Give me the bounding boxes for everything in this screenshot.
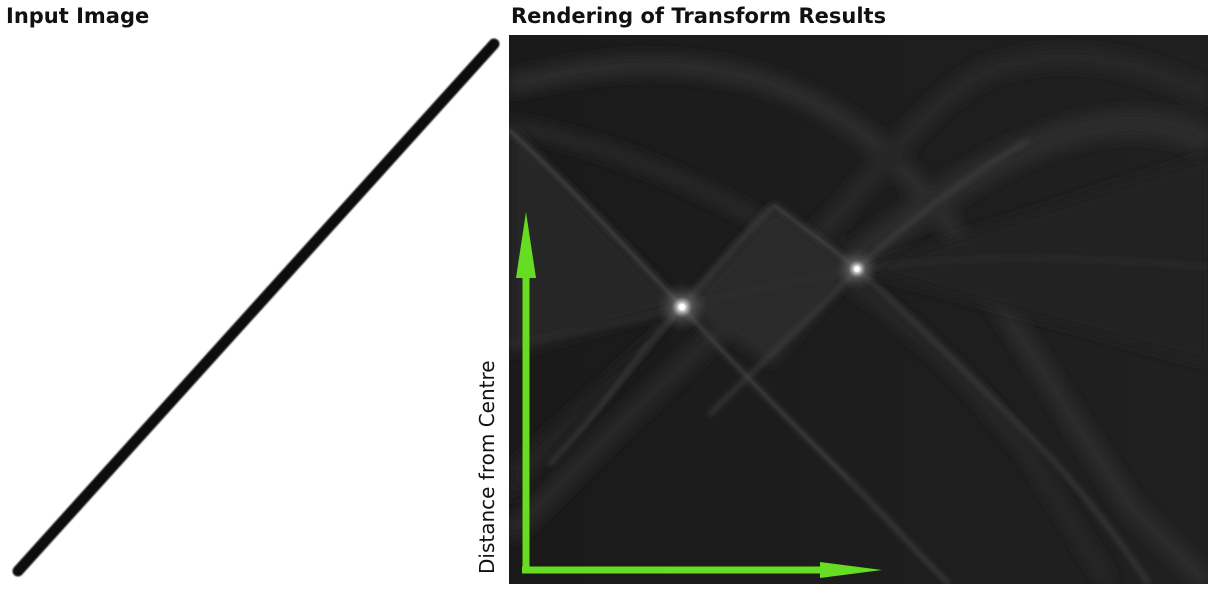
y-axis-label: Distance from Centre — [475, 360, 499, 574]
peak-2-core — [854, 266, 860, 272]
transform-results-title: Rendering of Transform Results — [511, 4, 887, 28]
diagonal-line — [12, 38, 500, 577]
y-axis-arrow — [516, 212, 536, 572]
x-axis-arrow — [522, 562, 882, 578]
axis-overlay: Distance from Centre — [475, 212, 882, 578]
input-image-panel — [12, 38, 508, 577]
peak-points — [656, 247, 879, 333]
transform-render-panel — [509, 35, 1208, 584]
peak-1-core — [679, 304, 685, 310]
input-image-title: Input Image — [6, 4, 150, 28]
